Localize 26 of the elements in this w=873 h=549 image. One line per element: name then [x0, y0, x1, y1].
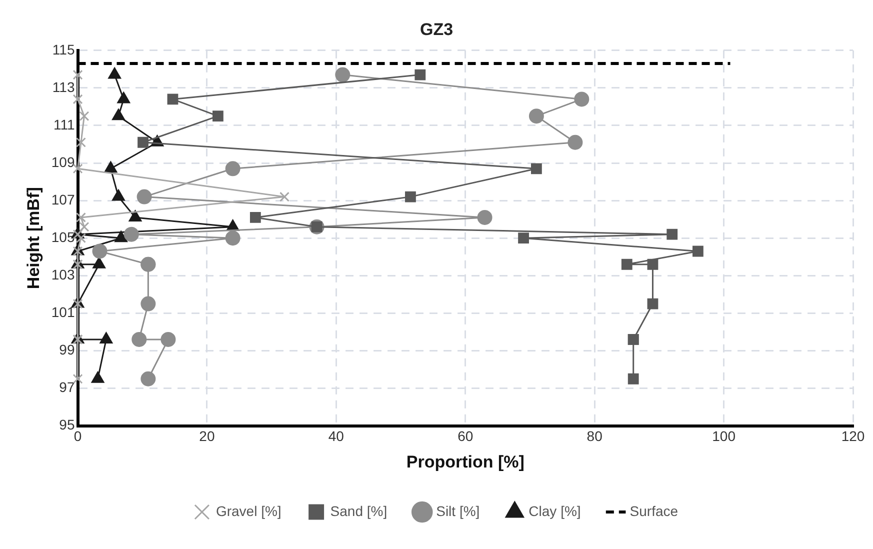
x-tick-label: 20 [199, 428, 215, 444]
x-tick-label: 80 [586, 428, 603, 444]
x-tick-label: 40 [328, 428, 344, 444]
y-axis-title: Height [mBf] [24, 187, 43, 290]
x-tick-label: 120 [841, 428, 865, 444]
y-tick-label: 105 [51, 228, 75, 245]
y-tick-label: 95 [59, 416, 75, 433]
legend-label: Gravel [%] [216, 502, 282, 519]
y-tick-label: 99 [59, 342, 75, 358]
y-tick-label: 111 [53, 116, 75, 132]
x-axis-title: Proportion [%] [406, 452, 524, 472]
y-tick-label: 109 [51, 154, 75, 170]
y-tick-label: 115 [52, 41, 75, 58]
x-tick-label: 100 [712, 428, 736, 444]
y-tick-label: 103 [51, 266, 75, 282]
y-tick-label: 101 [51, 304, 75, 320]
legend-label: Silt [%] [436, 502, 480, 519]
legend-label: Sand [%] [330, 502, 388, 519]
chart-title: GZ3 [420, 20, 454, 39]
legend-label: Clay [%] [528, 502, 581, 519]
y-tick-label: 113 [52, 78, 75, 95]
y-tick-label: 97 [59, 379, 75, 396]
x-tick-label: 60 [458, 428, 474, 444]
y-tick-label: 107 [51, 191, 75, 208]
legend-label: Surface [630, 502, 678, 519]
x-tick-label: 0 [74, 428, 82, 444]
